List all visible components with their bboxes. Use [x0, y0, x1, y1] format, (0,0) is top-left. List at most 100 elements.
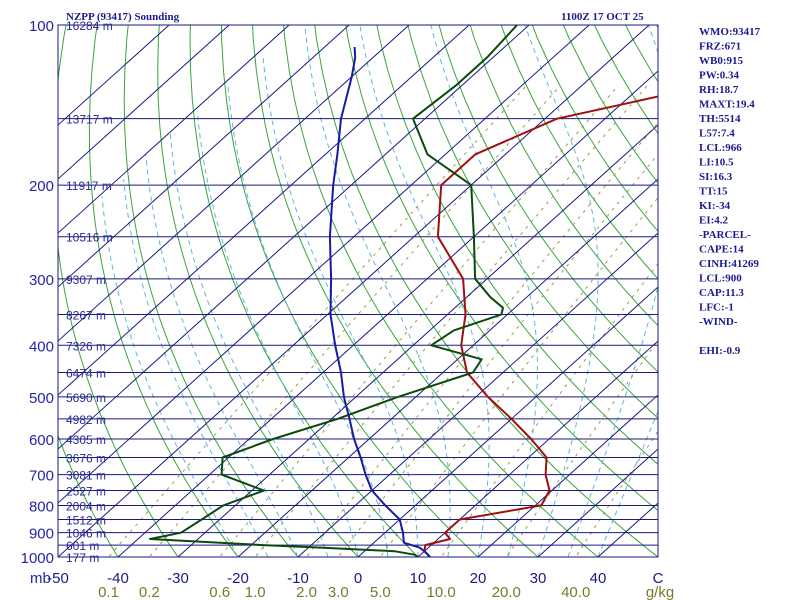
isotherm-line: [58, 25, 470, 396]
pressure-tick-label: 1000: [21, 550, 54, 567]
index-entry: CAP:11.3: [699, 287, 744, 299]
isotherm-line: [58, 25, 290, 234]
height-label: 10516 m: [66, 231, 113, 245]
index-entry: KI:-34: [699, 200, 731, 212]
temperature-tick-label: 40: [590, 570, 607, 587]
height-label: 601 m: [66, 539, 99, 553]
dry-adiabat-line: [469, 25, 658, 327]
height-label: 2004 m: [66, 499, 106, 513]
index-entry: CINH:41269: [699, 258, 759, 270]
height-label: 1046 m: [66, 527, 106, 541]
pressure-tick-label: 500: [29, 390, 54, 407]
pressure-tick-label: 200: [29, 178, 54, 195]
pressure-tick-label: 900: [29, 526, 54, 543]
height-label: 1512 m: [66, 514, 106, 528]
moist-adiabat-line: [304, 25, 451, 557]
height-label: 177 m: [66, 551, 99, 565]
isotherm-line: [58, 25, 410, 342]
isotherm-line: [58, 25, 650, 557]
mixing-ratio-line: [107, 85, 527, 557]
chart-time: 1100Z 17 OCT 25: [561, 11, 644, 23]
index-entry: LCL:900: [699, 273, 742, 285]
moist-adiabat-line: [262, 57, 419, 557]
temperature-tick-label: 30: [530, 570, 547, 587]
mixing-ratio-label: 5.0: [370, 584, 391, 600]
index-entry: EI:4.2: [699, 215, 729, 227]
index-entry: PW:0.34: [699, 70, 740, 82]
isotherm-line: [58, 25, 590, 504]
mixing-ratio-line: [337, 153, 658, 557]
isotherm-line: [537, 448, 658, 557]
pressure-tick-label: 300: [29, 272, 54, 289]
mixing-ratio-line: [379, 196, 658, 557]
plot-frame: [57, 24, 659, 558]
moist-adiabat-line: [123, 179, 269, 557]
isotherm-line: [357, 286, 658, 557]
temperature-tick-label: -20: [227, 570, 249, 587]
parcel-trace: [328, 46, 431, 557]
index-entry: TT:15: [699, 186, 728, 198]
dry-adiabat-line: [500, 25, 658, 280]
height-label: 11917 m: [66, 179, 112, 193]
sounding-profiles: [149, 25, 658, 557]
dry-adiabat-line: [157, 25, 359, 557]
index-entry: LI:10.5: [699, 157, 734, 169]
index-entry: WB0:915: [699, 55, 744, 67]
temperature-tick-label: -30: [167, 570, 189, 587]
moist-adiabat-line: [227, 85, 389, 557]
pressure-tick-label: 100: [29, 18, 54, 35]
dry-adiabat-line: [593, 25, 658, 135]
isotherm-line: [237, 178, 658, 557]
isotherm-line: [58, 25, 350, 288]
pressure-tick-label: 600: [29, 432, 54, 449]
isotherm-line: [117, 70, 658, 557]
isotherms: [58, 25, 658, 557]
dry-adiabat-line: [123, 25, 299, 557]
index-entry: WMO:93417: [699, 26, 761, 38]
temperature-trace: [423, 95, 658, 557]
mixing-ratio-label: 0.1: [98, 584, 119, 600]
index-entry: L57:7.4: [699, 128, 735, 140]
pressure-tick-label: 800: [29, 498, 54, 515]
pressure-tick-label: 700: [29, 468, 54, 485]
height-label: 4982 m: [66, 413, 106, 427]
mixing-ratio-label: g/kg: [646, 584, 674, 600]
isotherm-line: [58, 25, 170, 126]
dry-adiabat-line: [189, 25, 419, 557]
mixing-ratio-label: 2.0: [296, 584, 317, 600]
height-label: 4305 m: [66, 433, 106, 447]
height-label: 3081 m: [66, 469, 106, 483]
height-label: 7326 m: [66, 339, 106, 353]
index-entry: TH:5514: [699, 113, 741, 125]
mixing-ratio-label: 1.0: [245, 584, 266, 600]
height-label: 8267 m: [66, 308, 106, 322]
mixing-ratio-label: 0.6: [209, 584, 230, 600]
axis-labels: 16284 m 13717 m 11917 m 10516 m 9307 m 8267 m…: [21, 18, 675, 600]
temperature-tick-label: 0: [354, 570, 362, 587]
dry-adiabat-line: [531, 25, 658, 233]
isobars: [58, 25, 658, 557]
mixing-ratio-line: [505, 339, 658, 557]
mixing-ratio-lines: [107, 85, 658, 557]
isotherm-line: [417, 340, 658, 557]
dry-adiabat-line: [345, 25, 658, 512]
index-entry: -PARCEL-: [699, 229, 751, 241]
height-label: 16284 m: [66, 19, 113, 33]
mixing-ratio-label: 3.0: [328, 584, 349, 600]
mixing-ratio-label: 10.0: [426, 584, 455, 600]
temperature-tick-label: C: [653, 570, 664, 587]
indices-panel: WMO:93417 FRZ:671 WB0:915 PW:0.34 RH:18.7 MAX…: [699, 26, 761, 357]
mixing-ratio-line: [440, 262, 658, 557]
index-entry: LCL:966: [699, 142, 742, 154]
mixing-ratio-line: [148, 85, 561, 557]
isotherm-line: [297, 232, 658, 557]
chart-title: NZPP (93417) Sounding: [66, 11, 180, 23]
mixing-ratio-label: 20.0: [492, 584, 521, 600]
isotherm-line: [58, 25, 230, 180]
pressure-tick-label: 400: [29, 338, 54, 355]
index-entry: MAXT:19.4: [699, 99, 755, 111]
isotherm-line: [177, 124, 658, 557]
height-label: 2527 m: [66, 485, 106, 499]
mixing-ratio-line: [219, 85, 619, 557]
